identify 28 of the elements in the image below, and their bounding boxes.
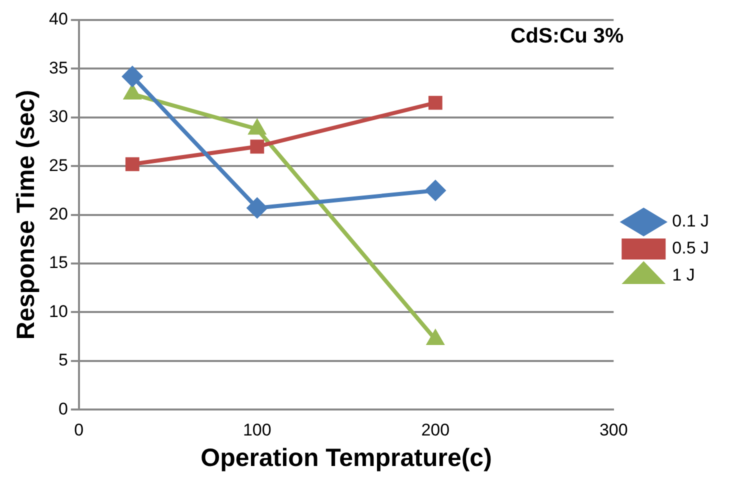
x-axis-title: Operation Temprature(c) [200,444,492,472]
y-tick-label: 35 [48,58,68,78]
y-tick-label: 20 [48,204,68,224]
y-tick-label: 0 [58,399,68,418]
x-tick-label: 0 [74,420,84,440]
point [249,120,266,135]
y-tick-label: 10 [48,302,68,321]
x-tick-label: 300 [599,420,628,440]
point [122,66,142,86]
chart-title: CdS:Cu 3% [510,24,624,48]
y-tick-label: 5 [58,350,68,370]
y-axis-title: Response Time (sec) [12,90,40,340]
y-tick-label: 15 [48,253,68,272]
point [124,85,140,100]
point [125,157,140,172]
legend-label: 0.5 J [672,238,710,258]
x-tick-label: 200 [421,420,450,440]
y-tick-label: 30 [48,107,68,126]
legend-label: 0.1 J [672,212,710,231]
point [428,96,442,110]
point [427,330,444,345]
point [250,140,264,154]
y-tick-label: 40 [48,10,68,29]
y-tick-label: 25 [48,156,68,175]
legend-label: 1 J [672,266,695,285]
x-tick-label: 100 [242,420,272,440]
point [425,180,446,200]
point [247,198,268,218]
